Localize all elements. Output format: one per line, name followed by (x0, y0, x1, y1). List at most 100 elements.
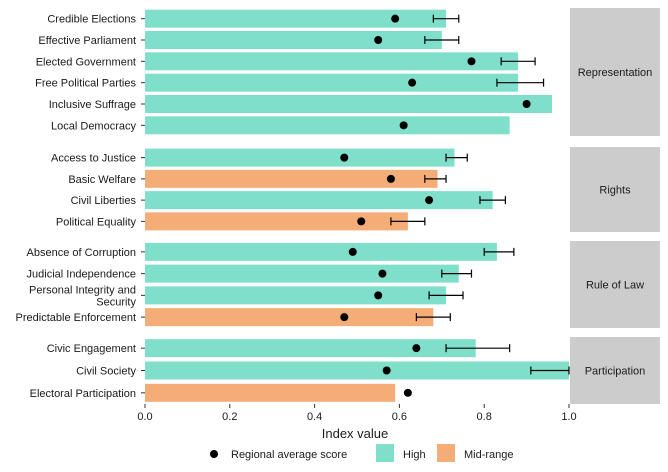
facet-panel: Participation Civic Engagement Civil Socie… (30, 337, 660, 404)
bar-row: Predictable Enforcement (16, 308, 451, 327)
average-point (425, 196, 434, 205)
x-axis: 0.0 0.2 0.4 0.6 0.8 1.0 (137, 404, 577, 423)
bar (145, 212, 408, 231)
x-tick-label: 0.8 (477, 411, 492, 423)
legend-label: High (403, 449, 426, 461)
bar-row: Elected Government (36, 52, 536, 71)
bar (145, 73, 519, 92)
facet-panel: Rule of Law Absence of Corruption Judicial… (16, 241, 660, 328)
average-point (374, 36, 383, 44)
x-tick-label: 0.4 (307, 411, 322, 423)
facet-strip (570, 8, 660, 136)
average-point (378, 269, 387, 278)
bar (145, 116, 510, 135)
x-tick-label: 0.2 (222, 411, 237, 423)
y-tick-label: Basic Welfare (68, 174, 136, 186)
chart-panels: Representation Credible Elections Effectiv… (16, 8, 660, 404)
y-tick-label: Credible Elections (47, 14, 136, 26)
average-point (340, 313, 349, 322)
average-point (399, 121, 408, 130)
y-tick-label: Personal Integrity and Security (29, 284, 137, 308)
bar-row: Free Political Parties (35, 73, 545, 92)
bar (145, 9, 447, 28)
bar-row: Local Democracy (51, 116, 510, 135)
bar-row: Political Equality (56, 212, 426, 231)
average-point (403, 388, 412, 397)
average-point (357, 217, 366, 226)
bar-row: Civic Engagement (47, 339, 511, 358)
average-point (340, 153, 349, 162)
x-axis-title: Index value (322, 426, 389, 441)
legend-label: Mid-range (464, 449, 514, 461)
average-point (348, 247, 357, 256)
bar-row: Basic Welfare (68, 169, 447, 188)
bar (145, 52, 519, 71)
facet-strip (570, 147, 660, 232)
legend-swatch (437, 444, 455, 462)
y-tick-label: Predictable Enforcement (16, 312, 136, 324)
y-tick-label: Political Equality (56, 216, 137, 228)
y-tick-label: Electoral Participation (30, 388, 136, 400)
bar-row: Access to Justice (51, 148, 468, 167)
facet-strip (570, 241, 660, 328)
y-tick-label: Judicial Independence (27, 269, 136, 281)
y-tick-label: Absence of Corruption (27, 247, 136, 259)
bar (145, 242, 497, 261)
y-tick-label: Free Political Parties (35, 78, 136, 90)
facet-strip-label: Rights (599, 185, 631, 197)
average-point (467, 57, 476, 66)
legend-label: Regional average score (231, 449, 347, 461)
y-tick-label: Effective Parliament (38, 35, 136, 47)
bar-row: Civil Liberties (71, 191, 506, 210)
bar-row: Inclusive Suffrage (49, 95, 553, 113)
bar (145, 31, 442, 49)
y-tick-label: Civil Liberties (71, 195, 137, 207)
bar (145, 361, 569, 380)
x-tick-label: 0.6 (392, 411, 407, 423)
x-tick-label: 1.0 (561, 411, 576, 423)
bar (145, 169, 438, 188)
bar-row: Judicial Independence (27, 264, 473, 283)
bar-row: Effective Parliament (38, 31, 460, 49)
bar-row: Civil Society (76, 361, 570, 380)
average-point (412, 344, 421, 353)
average-point (374, 291, 383, 300)
bar (145, 95, 553, 113)
bar (145, 383, 396, 402)
legend-swatch (376, 444, 394, 462)
y-tick-label: Elected Government (36, 56, 136, 68)
average-point (522, 100, 531, 108)
bar (145, 286, 447, 305)
y-tick-label: Inclusive Suffrage (49, 99, 136, 111)
facet-strip (570, 337, 660, 404)
bar-row: Absence of Corruption (27, 242, 515, 261)
facet-panel: Representation Credible Elections Effectiv… (35, 8, 660, 136)
y-tick-label: Civic Engagement (47, 343, 136, 355)
bar (145, 191, 493, 210)
y-tick-label: Civil Society (76, 366, 136, 378)
y-tick-label: Local Democracy (51, 120, 136, 132)
bar (145, 264, 459, 283)
y-tick-label: Access to Justice (51, 153, 136, 165)
average-point (386, 174, 395, 183)
bar (145, 148, 455, 167)
legend-item: Regional average score (210, 449, 347, 461)
bar (145, 339, 476, 358)
legend-item: Mid-range (437, 444, 514, 462)
facet-strip-label: Rule of Law (586, 280, 644, 292)
bar-row: Personal Integrity and Security (29, 284, 464, 308)
legend-item: High (376, 444, 426, 462)
legend: Regional average score High Mid-range (210, 444, 514, 462)
bar-row: Electoral Participation (30, 383, 412, 402)
average-point (408, 78, 417, 87)
average-point (391, 14, 400, 23)
facet-panel: Rights Access to Justice Basic Welfare Civi… (51, 147, 660, 232)
bar-row: Credible Elections (47, 9, 460, 28)
facet-strip-label: Representation (578, 67, 653, 79)
facet-strip-label: Participation (585, 366, 646, 378)
bar (145, 308, 434, 327)
average-point (382, 366, 391, 375)
panel-background (145, 8, 569, 136)
x-tick-label: 0.0 (137, 411, 152, 423)
